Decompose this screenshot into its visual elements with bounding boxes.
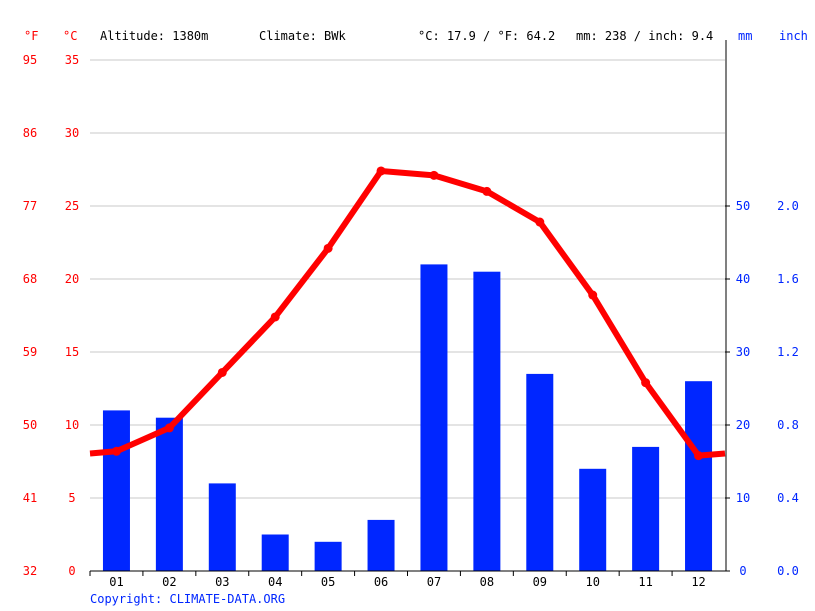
inch-tick-label: 0.8 xyxy=(777,418,799,432)
precip-bar xyxy=(208,483,236,571)
c-tick-label: 15 xyxy=(65,345,79,359)
month-label: 01 xyxy=(109,575,123,589)
inch-tick-label: 0.4 xyxy=(777,491,799,505)
f-tick-label: 68 xyxy=(23,272,37,286)
altitude-label: Altitude: 1380m xyxy=(100,29,208,43)
temperature-point xyxy=(641,378,651,388)
temperature-point xyxy=(376,166,386,176)
f-tick-label: 32 xyxy=(23,564,37,578)
f-tick-label: 50 xyxy=(23,418,37,432)
month-label: 10 xyxy=(585,575,599,589)
f-tick-label: 86 xyxy=(23,126,37,140)
temperature-point xyxy=(270,312,280,322)
temperature-point xyxy=(535,217,545,227)
inch-tick-label: 1.6 xyxy=(777,272,799,286)
mm-tick-label: 50 xyxy=(736,199,750,213)
temperature-point xyxy=(217,367,227,377)
f-tick-label: 95 xyxy=(23,53,37,67)
mm-tick-label: 10 xyxy=(736,491,750,505)
f-unit-label: °F xyxy=(24,29,38,43)
f-tick-label: 77 xyxy=(23,199,37,213)
precip-bar xyxy=(155,417,183,571)
temperature-point xyxy=(111,446,121,456)
precip-bar xyxy=(685,381,713,571)
c-tick-label: 0 xyxy=(68,564,75,578)
temperature-line xyxy=(89,167,726,459)
c-tick-label: 35 xyxy=(65,53,79,67)
c-tick-label: 25 xyxy=(65,199,79,213)
c-tick-label: 20 xyxy=(65,272,79,286)
inch-tick-label: 2.0 xyxy=(777,199,799,213)
c-tick-label: 30 xyxy=(65,126,79,140)
month-label: 03 xyxy=(215,575,229,589)
inch-tick-label: 0.0 xyxy=(777,564,799,578)
f-tick-label: 41 xyxy=(23,491,37,505)
mm-tick-label: 20 xyxy=(736,418,750,432)
c-unit-label: °C xyxy=(63,29,77,43)
month-label: 02 xyxy=(162,575,176,589)
temperature-point xyxy=(694,451,704,461)
month-label: 09 xyxy=(533,575,547,589)
precip-bar xyxy=(579,468,607,571)
c-tick-label: 5 xyxy=(68,491,75,505)
inch-tick-label: 1.2 xyxy=(777,345,799,359)
precip-bar xyxy=(367,519,395,571)
temperature-point xyxy=(429,170,439,180)
month-label: 04 xyxy=(268,575,282,589)
month-label: 11 xyxy=(638,575,652,589)
precip-bar xyxy=(102,410,130,571)
climate-label: Climate: BWk xyxy=(259,29,346,43)
month-label: 12 xyxy=(691,575,705,589)
precip-bar xyxy=(420,264,448,571)
precip-bar xyxy=(261,534,289,571)
inch-unit-label: inch xyxy=(779,29,808,43)
precip-bar xyxy=(632,446,660,571)
precip-total-label: mm: 238 / inch: 9.4 xyxy=(576,29,713,43)
temperature-point xyxy=(323,243,333,253)
month-label: 05 xyxy=(321,575,335,589)
mm-unit-label: mm xyxy=(738,29,752,43)
c-tick-label: 10 xyxy=(65,418,79,432)
mm-tick-label: 0 xyxy=(739,564,746,578)
month-label: 07 xyxy=(427,575,441,589)
precip-bar xyxy=(314,541,342,571)
mm-tick-label: 30 xyxy=(736,345,750,359)
month-label: 08 xyxy=(480,575,494,589)
precip-bar xyxy=(473,271,501,571)
month-label: 06 xyxy=(374,575,388,589)
temp-average-label: °C: 17.9 / °F: 64.2 xyxy=(418,29,555,43)
f-tick-label: 59 xyxy=(23,345,37,359)
precip-bar xyxy=(526,373,554,571)
temperature-point xyxy=(588,290,598,300)
temperature-point xyxy=(164,423,174,433)
mm-tick-label: 40 xyxy=(736,272,750,286)
copyright-link[interactable]: Copyright: CLIMATE-DATA.ORG xyxy=(90,592,285,606)
temperature-point xyxy=(482,186,492,196)
